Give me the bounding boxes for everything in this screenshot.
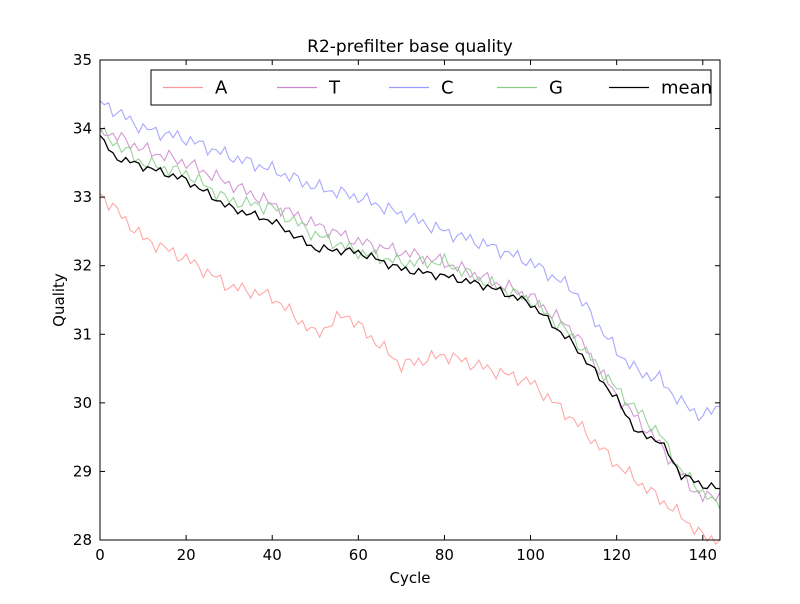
series-line-A	[99, 193, 721, 546]
y-tick-label: 29	[73, 462, 92, 480]
y-tick-label: 34	[73, 120, 92, 138]
legend-label-G: G	[549, 78, 563, 99]
y-tick-label: 31	[73, 325, 92, 343]
chart-title: R2-prefilter base quality	[307, 37, 513, 57]
x-tick-label: 120	[602, 546, 631, 564]
plot-area	[100, 60, 720, 540]
x-tick-label: 60	[349, 546, 368, 564]
x-tick-label: 140	[688, 546, 717, 564]
legend-label-C: C	[441, 78, 454, 99]
x-tick-label: 40	[263, 546, 282, 564]
y-axis-label: Quality	[50, 273, 68, 327]
y-tick-label: 28	[73, 531, 92, 549]
plot-frame	[99, 59, 721, 541]
y-tick-label: 33	[73, 188, 92, 206]
series-layer	[99, 100, 721, 546]
y-tick-label: 35	[73, 51, 92, 69]
y-tick-label: 32	[73, 257, 92, 275]
ticks-layer: 0 20 40 60 80 100 120 140 28 29 30 31 32 33 34 35	[73, 51, 720, 564]
x-tick-label: 100	[516, 546, 545, 564]
series-line-G	[99, 126, 721, 510]
x-tick-label: 80	[435, 546, 454, 564]
x-tick-label: 20	[177, 546, 196, 564]
x-tick-label: 0	[95, 546, 105, 564]
legend-label-T: T	[328, 78, 341, 99]
series-line-C	[99, 100, 721, 422]
x-axis-label: Cycle	[390, 569, 431, 587]
legend-label-mean: mean	[661, 78, 712, 99]
y-tick-label: 30	[73, 394, 92, 412]
series-line-mean	[99, 134, 721, 490]
legend-label-A: A	[215, 78, 228, 99]
